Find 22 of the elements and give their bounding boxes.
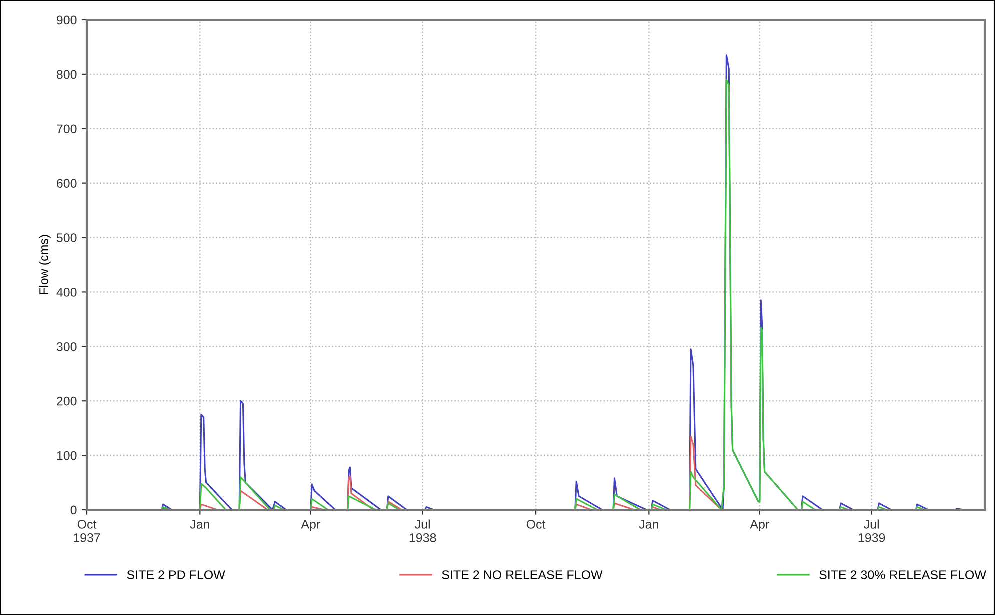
x-tick-label: Jul 1938 xyxy=(410,520,436,542)
legend-label: SITE 2 NO RELEASE FLOW xyxy=(442,570,603,580)
y-tick-label: 600 xyxy=(57,179,77,188)
x-tick-label: Oct 1937 xyxy=(74,520,100,542)
y-tick-label: 200 xyxy=(57,396,77,406)
x-tick-label: Jul 1939 xyxy=(858,520,886,542)
y-tick-label: 300 xyxy=(56,342,77,352)
legend-label: SITE 2 30% RELEASE FLOW xyxy=(820,570,986,580)
legend-label: SITE 2 PD FLOW xyxy=(127,570,226,580)
y-tick-label: 900 xyxy=(57,16,77,25)
y-tick-label: 500 xyxy=(56,234,77,242)
y-tick-label: 800 xyxy=(56,70,77,80)
x-tick-label: Jan xyxy=(639,520,658,529)
x-tick-label: Apr xyxy=(750,520,770,532)
y-tick-label: 400 xyxy=(56,288,77,297)
y-tick-label: 700 xyxy=(57,124,77,134)
y-tick-label: 0 xyxy=(70,506,77,515)
y-axis-title: Flow (cms) xyxy=(39,235,51,295)
x-tick-label: Apr xyxy=(301,520,320,532)
y-tick-label: 100 xyxy=(57,451,77,460)
x-tick-label: Jan xyxy=(190,520,210,529)
x-tick-label: Oct xyxy=(526,520,546,529)
